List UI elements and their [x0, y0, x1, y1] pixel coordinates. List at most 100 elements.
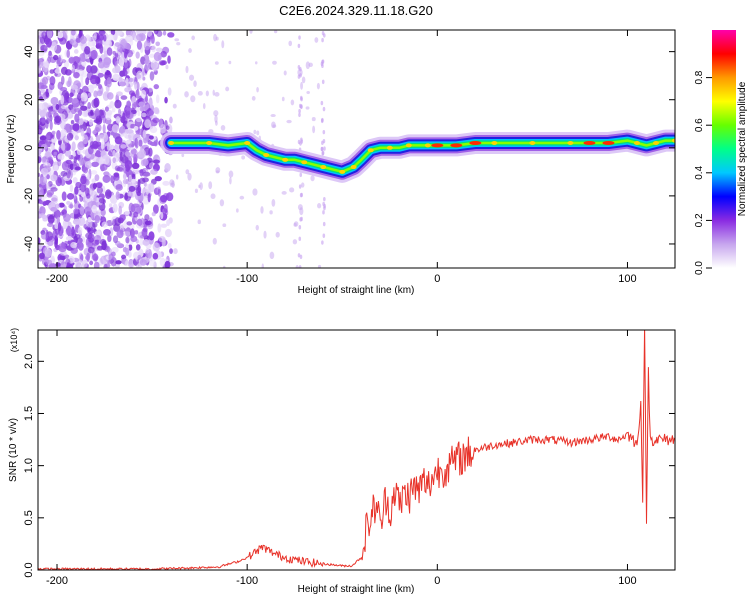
spectrogram-noise-cell: [90, 170, 98, 175]
spectrogram-noise-cell: [128, 185, 136, 192]
spectrogram-noise-cell: [144, 62, 151, 71]
spectrogram-noise-cell: [80, 128, 85, 137]
spectrogram-noise-cell: [256, 86, 259, 93]
spectrogram-noise-cell: [210, 193, 216, 200]
spectrogram-noise-cell: [188, 48, 192, 54]
spectrogram-hotspot: [672, 138, 675, 143]
spectrogram-noise-cell: [311, 116, 316, 122]
spectrogram-noise-cell: [135, 244, 141, 251]
spectrogram-noise-cell: [99, 134, 107, 140]
spectrogram-noise-cell: [162, 180, 170, 186]
spectrogram-hotspot: [633, 140, 640, 145]
spectrogram-noise-cell: [263, 230, 267, 239]
spectrogram-noise-cell: [249, 30, 253, 34]
spectrogram-noise-cell: [91, 98, 99, 109]
spectrogram-noise-cell: [51, 197, 58, 202]
spectrogram-noise-cell: [260, 206, 264, 214]
spectrogram-noise-cell: [71, 97, 79, 104]
spectrogram-noise-cell: [83, 166, 89, 174]
snr-y-axis-label: SNR (10 * v/v): [8, 418, 19, 482]
spectrogram-noise-cell: [57, 153, 65, 161]
spectrogram-noise-cell: [40, 44, 48, 52]
spectrogram-noise-cell: [261, 263, 264, 268]
spectrogram-noise-cell: [283, 70, 287, 76]
spectrogram-noise-cell: [69, 92, 74, 98]
spectrogram-noise-cell: [214, 115, 218, 123]
spectrogram-noise-cell: [73, 156, 77, 164]
spectrogram-noise-cell: [120, 95, 128, 100]
colorbar-tick-label: 0.2: [694, 213, 705, 227]
spectrogram-noise-cell: [72, 218, 81, 225]
spectrogram-noise-cell: [299, 254, 303, 260]
spectrogram-x-tick-label: 0: [434, 273, 440, 285]
spectrogram-noise-cell: [270, 114, 276, 118]
spectrogram-noise-cell: [90, 65, 98, 74]
spectrogram-noise-cell: [80, 105, 88, 111]
spectrogram-noise-cell: [50, 96, 59, 106]
spectrogram-noise-cell: [73, 108, 82, 113]
spectrogram-noise-cell: [66, 200, 71, 205]
spectrogram-noise-cell: [142, 30, 147, 35]
spectrogram-noise-cell: [300, 104, 303, 109]
spectrogram-noise-cell: [314, 37, 319, 43]
spectrogram-noise-cell: [94, 174, 100, 182]
spectrogram-hotspot: [263, 153, 270, 158]
spectrogram-noise-cell: [301, 76, 306, 84]
spectrogram-noise-cell: [169, 116, 173, 124]
spectrogram-noise-cell: [45, 182, 50, 190]
spectrogram-noise-cell: [100, 109, 106, 119]
spectrogram-noise-cell: [157, 223, 162, 233]
spectrogram-noise-cell: [107, 33, 115, 41]
spectrogram-noise-cell: [127, 77, 134, 83]
spectrogram-noise-cell: [50, 207, 58, 212]
spectrogram-noise-cell: [321, 63, 324, 69]
spectrogram-noise-cell: [41, 116, 46, 124]
spectrogram-noise-cell: [293, 222, 297, 227]
spectrogram-noise-cell: [305, 61, 310, 70]
spectrogram-noise-cell: [38, 42, 41, 51]
spectrogram-noise-cell: [136, 117, 142, 123]
spectrogram-noise-cell: [126, 121, 131, 129]
spectrogram-hotspot: [583, 140, 596, 145]
spectrogram-noise-cell: [50, 167, 55, 177]
spectrogram-noise-cell: [241, 155, 246, 160]
spectrogram-noise-cell: [306, 91, 310, 95]
spectrogram-hotspot: [405, 143, 412, 148]
spectrogram-noise-cell: [86, 35, 92, 42]
spectrogram-noise-cell: [298, 108, 301, 114]
spectrogram-noise-cell: [173, 248, 178, 255]
spectrogram-noise-cell: [39, 135, 47, 141]
spectrogram-hotspot: [301, 160, 308, 165]
spectrogram-noise-cell: [111, 124, 119, 133]
spectrogram-noise-cell: [71, 226, 75, 236]
spectrogram-noise-cell: [220, 124, 226, 131]
spectrogram-noise-cell: [146, 30, 153, 38]
spectrogram-noise-cell: [40, 143, 48, 150]
spectrogram-noise-cell: [167, 32, 175, 38]
spectrogram-noise-cell: [65, 225, 72, 236]
spectrogram-noise-cell: [300, 216, 303, 222]
spectrogram-noise-cell: [70, 241, 78, 249]
spectrogram-noise-cell: [281, 96, 285, 102]
spectrogram-noise-cell: [167, 87, 172, 96]
spectrogram-noise-cell: [124, 51, 128, 59]
spectrogram-noise-cell: [135, 33, 144, 41]
spectrogram-noise-cell: [164, 163, 171, 172]
spectrogram-noise-cell: [63, 213, 71, 222]
spectrogram-noise-cell: [202, 102, 206, 110]
spectrogram-noise-cell: [149, 71, 155, 81]
spectrogram-noise-cell: [185, 169, 190, 175]
spectrogram-noise-cell: [94, 230, 102, 236]
colorbar-axis: 0.0 0.2 0.4 0.6 0.8: [694, 70, 712, 275]
spectrogram-noise-cell: [156, 30, 163, 38]
spectrogram-noise-cell: [189, 74, 195, 81]
spectrogram-noise-cell: [121, 254, 127, 260]
spectrogram-y-tick-label: 20: [23, 94, 35, 106]
colorbar-tick-label: 0.4: [694, 165, 705, 179]
spectrogram-noise-cell: [100, 150, 109, 159]
spectrogram-noise-cell: [87, 246, 95, 254]
spectrogram-noise-cell: [91, 161, 99, 168]
spectrogram-noise-cell: [79, 205, 85, 216]
spectrogram-noise-cell: [46, 222, 54, 228]
spectrogram-noise-cell: [298, 112, 301, 118]
